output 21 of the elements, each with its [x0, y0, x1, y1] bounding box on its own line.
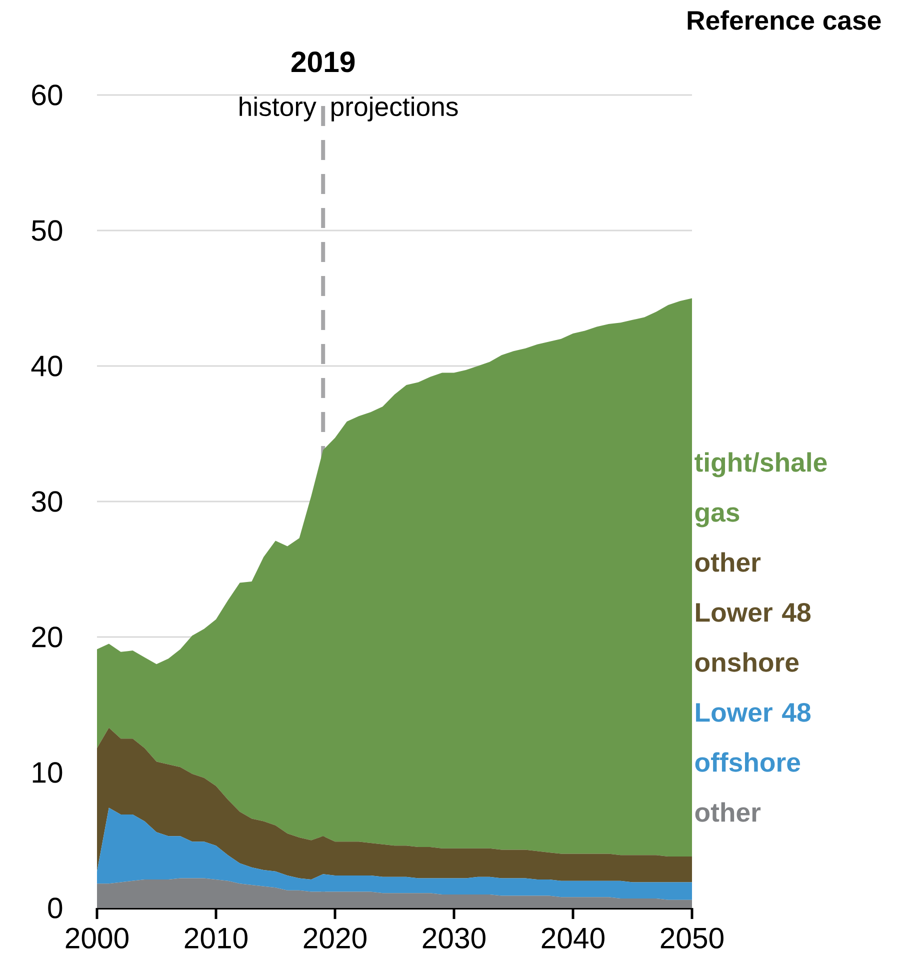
text: other — [695, 802, 761, 822]
x-tick-label: 2020 — [304, 928, 366, 948]
y-tick-label: 0 — [48, 898, 62, 918]
y-tick-label: 60 — [32, 84, 62, 106]
ref-line-label: 2019 — [291, 52, 355, 72]
text: other Lower 48 onshore — [695, 552, 811, 672]
text: Lower 48 offshore — [695, 702, 811, 772]
annotation: projections — [332, 96, 458, 122]
y-tick-label: 50 — [32, 220, 62, 241]
x-tick-label: 2030 — [422, 928, 486, 948]
annotation: history — [240, 96, 316, 122]
x-tick-label: 2050 — [660, 928, 724, 948]
text: Reference case — [688, 10, 881, 30]
series-label: tight/shale gas — [694, 452, 827, 528]
y-tick-label: 40 — [31, 356, 62, 376]
y-tick-label: 10 — [32, 762, 62, 783]
x-tick-label: 2010 — [184, 928, 248, 948]
x-tick-label: 2040 — [542, 928, 604, 948]
y-tick-label: 20 — [32, 626, 62, 648]
x-tick-label: 2000 — [66, 928, 128, 948]
y-tick-label: 30 — [32, 491, 62, 512]
